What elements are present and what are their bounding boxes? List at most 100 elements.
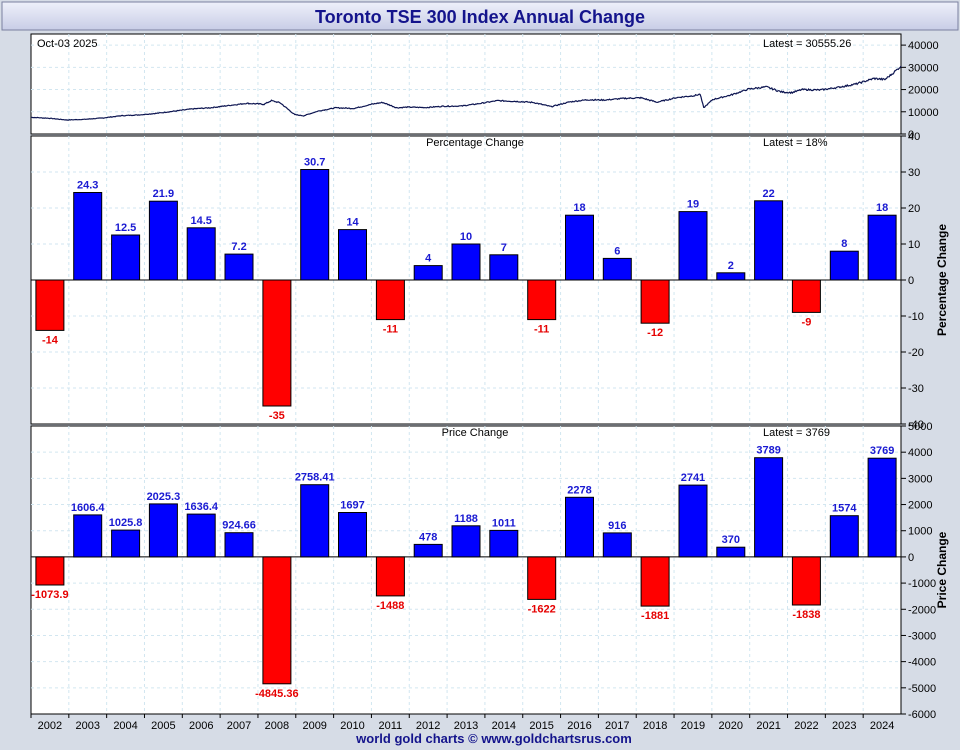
y-tick-label: 30000 — [908, 62, 939, 74]
bar-2023 — [829, 515, 859, 558]
bar-value-label: 1636.4 — [184, 501, 219, 513]
bar-value-label: -14 — [42, 334, 59, 346]
bar-value-label: -4845.36 — [255, 688, 298, 700]
bar-value-label: 478 — [419, 531, 437, 543]
bar-value-label: -11 — [383, 324, 398, 336]
bar-value-label: 1697 — [340, 499, 364, 511]
bar-2022 — [791, 279, 821, 313]
x-tick-label: 2014 — [492, 720, 516, 732]
x-tick-label: 2006 — [189, 720, 213, 732]
x-tick-label: 2015 — [529, 720, 553, 732]
y-tick-label: 3000 — [908, 473, 932, 485]
x-tick-label: 2010 — [340, 720, 364, 732]
bar-2018 — [640, 556, 670, 607]
y-tick-label: -3000 — [908, 630, 936, 642]
plot-area — [30, 33, 902, 135]
bar-value-label: 1188 — [454, 513, 478, 525]
y-tick-label: -20 — [908, 347, 924, 359]
bar-value-label: 924.66 — [222, 520, 256, 532]
bar-2007 — [224, 532, 254, 558]
y-tick-label: 0 — [908, 552, 914, 564]
bar-value-label: -11 — [534, 324, 549, 336]
x-tick-label: 2011 — [379, 720, 403, 732]
bar-value-label: 8 — [841, 238, 847, 250]
panel-0: 0 10000 20000 30000 40000 Oct-03 2025 Latest =… — [30, 33, 939, 141]
bar-value-label: -1488 — [376, 600, 404, 612]
bar-2003 — [73, 192, 103, 281]
bar-2005 — [148, 200, 178, 281]
bar-value-label: 10 — [460, 231, 472, 243]
bar-2010 — [338, 512, 367, 558]
bar-2015 — [527, 279, 557, 321]
y-tick-label: 5000 — [908, 421, 932, 433]
x-tick-label: 2013 — [454, 720, 478, 732]
bar-2023 — [829, 250, 859, 281]
y-tick-label: 20000 — [908, 85, 939, 97]
bar-2016 — [565, 214, 594, 281]
bar-value-label: 12.5 — [115, 222, 136, 234]
bar-value-label: -35 — [269, 410, 285, 422]
x-tick-label: 2002 — [38, 720, 62, 732]
bar-value-label: -1838 — [792, 609, 820, 621]
date-label: Oct-03 2025 — [37, 38, 98, 50]
latest-value-label: Latest = 30555.26 — [763, 38, 851, 50]
x-tick-label: 2012 — [416, 720, 440, 732]
bar-2024 — [867, 457, 897, 558]
x-tick-label: 2018 — [643, 720, 667, 732]
y-axis-label: Price Change — [935, 531, 949, 608]
bar-2021 — [754, 200, 784, 281]
bar-value-label: 24.3 — [77, 180, 98, 192]
x-tick-label: 2007 — [227, 720, 251, 732]
bar-value-label: -1622 — [528, 603, 556, 615]
bar-2018 — [640, 279, 670, 324]
bar-2022 — [791, 556, 821, 606]
bar-2002 — [35, 556, 65, 586]
y-tick-label: -4000 — [908, 657, 936, 669]
bar-2020 — [716, 272, 746, 281]
y-axis-label: Percentage Change — [935, 224, 949, 336]
bar-value-label: 2025.3 — [147, 491, 181, 503]
y-tick-label: -6000 — [908, 709, 936, 721]
bar-2003 — [73, 514, 103, 558]
y-tick-label: 10 — [908, 239, 920, 251]
bar-2002 — [35, 279, 65, 331]
bar-value-label: 19 — [687, 199, 699, 211]
footer-credit: world gold charts © www.goldchartsrus.co… — [355, 731, 632, 746]
x-tick-label: 2016 — [567, 720, 591, 732]
bar-value-label: -9 — [802, 316, 812, 328]
bar-2012 — [413, 265, 443, 281]
bar-2019 — [678, 211, 708, 281]
title-bar — [1, 1, 959, 31]
bar-value-label: 14.5 — [191, 215, 212, 227]
x-tick-label: 2023 — [832, 720, 856, 732]
bar-value-label: 30.7 — [304, 156, 325, 168]
bar-value-label: 2741 — [681, 472, 705, 484]
x-tick-label: 2019 — [681, 720, 705, 732]
bar-2006 — [186, 513, 216, 558]
bar-2021 — [754, 457, 784, 558]
bar-2008 — [262, 556, 292, 685]
index-price-line — [31, 65, 902, 121]
x-tick-label: 2017 — [605, 720, 629, 732]
bar-2006 — [186, 227, 216, 281]
bar-2017 — [602, 532, 632, 558]
latest-value-label: Latest = 3769 — [763, 427, 830, 439]
bar-value-label: 18 — [573, 202, 585, 214]
bar-2004 — [111, 529, 141, 558]
x-tick-label: 2022 — [794, 720, 818, 732]
chart-title: Toronto TSE 300 Index Annual Change — [315, 7, 645, 27]
y-tick-label: -30 — [908, 383, 924, 395]
bar-value-label: 2 — [728, 260, 734, 272]
y-tick-label: 4000 — [908, 447, 932, 459]
bar-value-label: 22 — [762, 188, 774, 200]
y-tick-label: -1000 — [908, 578, 936, 590]
latest-value-label: Latest = 18% — [763, 137, 828, 149]
panel-title: Price Change — [442, 427, 509, 439]
bar-2004 — [111, 234, 141, 281]
bar-value-label: 1011 — [492, 517, 516, 529]
bar-2014 — [489, 254, 519, 281]
bar-2015 — [527, 556, 557, 600]
y-tick-label: 2000 — [908, 500, 932, 512]
bar-value-label: 7 — [501, 242, 507, 254]
